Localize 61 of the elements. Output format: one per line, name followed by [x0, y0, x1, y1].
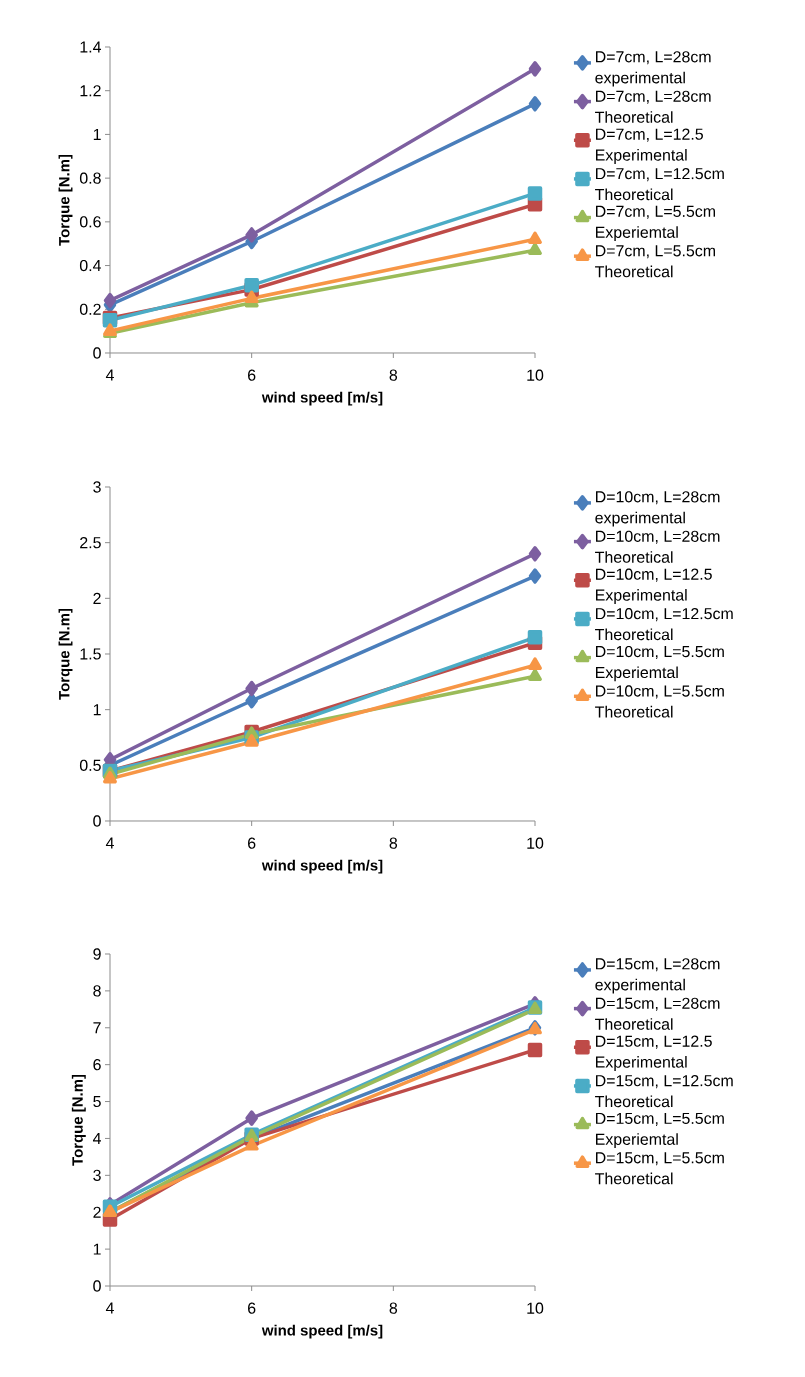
- y-tick-label: 0.8: [79, 172, 101, 184]
- x-tick-label: 4: [105, 369, 114, 381]
- y-tick-label: 3: [93, 1169, 101, 1181]
- y-axis-title: Torque [N.m]: [71, 1074, 86, 1166]
- y-tick-label: 7: [93, 1022, 101, 1034]
- x-axis-title: wind speed [m/s]: [261, 1324, 383, 1339]
- x-tick-label: 8: [389, 837, 398, 849]
- x-tick-label: 6: [248, 837, 256, 849]
- y-tick-label: 0.2: [79, 303, 101, 315]
- y-tick-label: 3: [93, 481, 101, 493]
- legend-label: D=15cm, L=5.5cm Experiemtal: [596, 1112, 724, 1149]
- y-tick-label: 5: [93, 1095, 101, 1108]
- x-tick-label: 10: [527, 369, 544, 381]
- legend-label: D=7cm, L=12.5 Experimental: [596, 128, 703, 164]
- y-tick-label: 9: [93, 948, 101, 960]
- legend-label: D=15cm, L=5.5cm Theoretical: [595, 1152, 724, 1185]
- legend-label: D=10cm, L=12.5 Experimental: [596, 568, 712, 604]
- y-tick-label: 0: [93, 815, 101, 827]
- y-tick-label: 1.5: [80, 648, 101, 660]
- legend-label: D=15cm, L=12.5 Experimental: [596, 1035, 712, 1071]
- legend-label: D=15cm, L=12.5cm Theoretical: [595, 1075, 733, 1108]
- y-tick-label: 2.5: [80, 537, 101, 549]
- legend-label: D=10cm, L=5.5cm Theoretical: [595, 685, 724, 718]
- legend-label: D=10cm, L=28cm Theoretical: [595, 530, 720, 563]
- y-tick-label: 1: [93, 128, 101, 140]
- legend-label: D=7cm, L=28cm experimental: [595, 51, 711, 87]
- y-tick-label: 1: [93, 704, 101, 716]
- x-tick-label: 8: [389, 1302, 398, 1314]
- x-tick-label: 4: [105, 837, 114, 849]
- y-tick-label: 0: [93, 1280, 101, 1292]
- y-axis-title: Torque [N.m]: [58, 154, 73, 246]
- x-tick-label: 4: [105, 1302, 114, 1314]
- y-tick-label: 2: [93, 1206, 101, 1218]
- legend-label: D=10cm, L=5.5cm Experiemtal: [596, 645, 724, 682]
- x-tick-label: 6: [248, 1302, 256, 1314]
- x-axis-title: wind speed [m/s]: [261, 391, 383, 406]
- legend-label: D=7cm, L=12.5cm Theoretical: [595, 167, 724, 201]
- y-tick-label: 8: [93, 985, 101, 997]
- legend-label: D=7cm, L=28cm Theoretical: [595, 90, 711, 123]
- y-tick-label: 4: [92, 1132, 102, 1144]
- y-tick-label: 0.6: [79, 216, 101, 228]
- y-tick-label: 1.4: [80, 41, 101, 53]
- y-tick-label: 1.2: [80, 85, 101, 97]
- y-axis-title: Torque [N.m]: [58, 608, 73, 700]
- y-tick-label: 6: [93, 1059, 101, 1071]
- legend-label: D=15cm, L=28cm experimental: [595, 958, 720, 994]
- y-tick-label: 1: [93, 1243, 101, 1255]
- y-tick-label: 0: [93, 347, 101, 359]
- legend-label: D=7cm, L=5.5cm Experiemtal: [596, 205, 715, 242]
- x-tick-label: 6: [248, 369, 256, 381]
- y-tick-label: 2: [93, 592, 101, 604]
- x-axis-title: wind speed [m/s]: [261, 859, 383, 874]
- legend-label: D=10cm, L=12.5cm Theoretical: [595, 608, 733, 641]
- legend-label: D=10cm, L=28cm experimental: [595, 491, 720, 527]
- x-tick-label: 8: [389, 369, 398, 381]
- legend-label: D=15cm, L=28cm Theoretical: [595, 997, 720, 1030]
- y-tick-label: 0.4: [79, 259, 101, 272]
- legend-label: D=7cm, L=5.5cm Theoretical: [595, 245, 715, 278]
- x-tick-label: 10: [527, 837, 544, 849]
- y-tick-label: 0.5: [79, 759, 101, 771]
- x-tick-label: 10: [527, 1302, 544, 1314]
